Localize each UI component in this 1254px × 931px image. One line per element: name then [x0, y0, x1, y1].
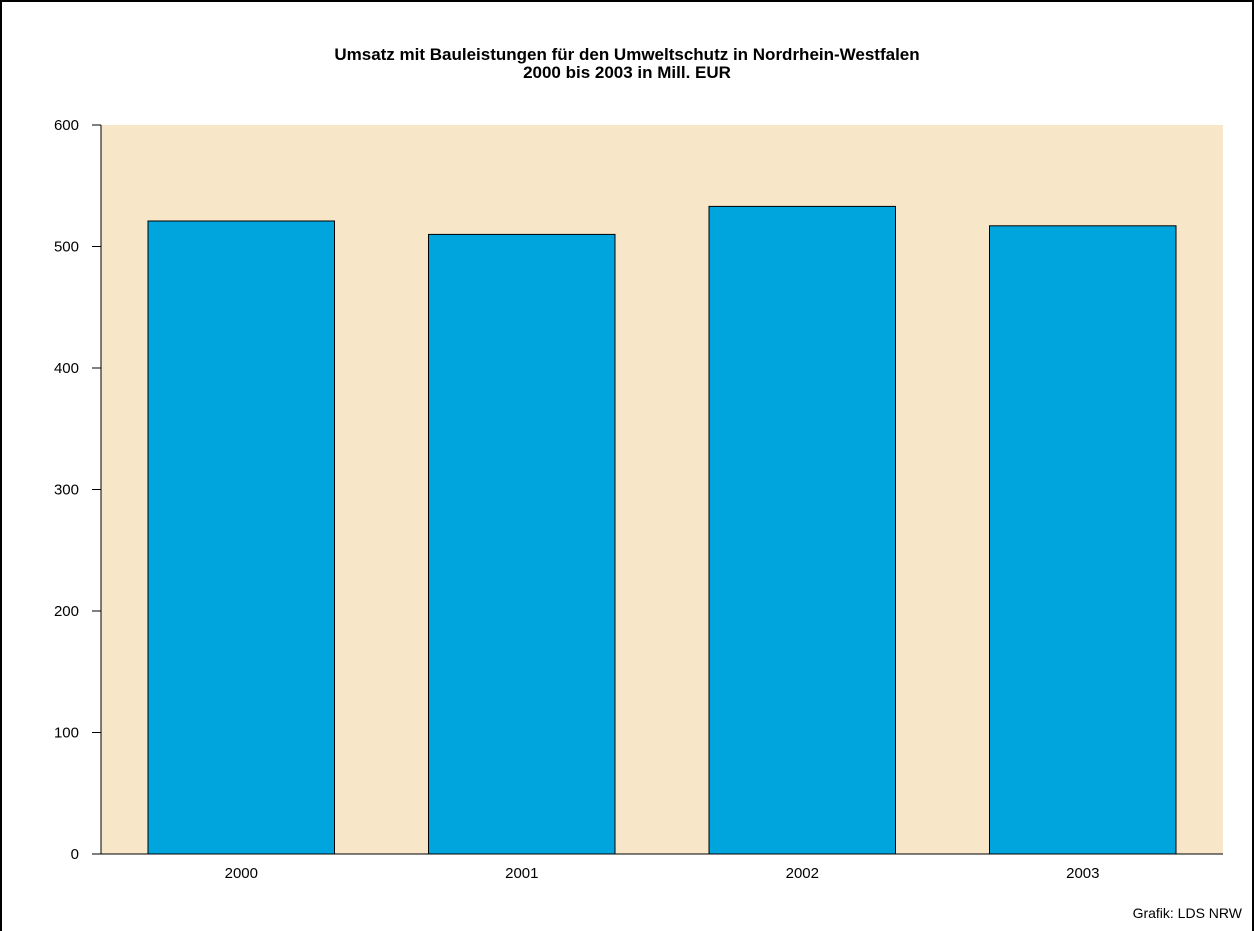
chart-subtitle: 2000 bis 2003 in Mill. EUR: [523, 63, 731, 82]
y-tick-label: 0: [71, 846, 79, 863]
x-tick-label: 2002: [786, 865, 819, 882]
bar-2000: [147, 220, 335, 855]
x-tick-label: 2000: [225, 865, 258, 882]
y-tick-label: 600: [54, 117, 79, 134]
bar-2001: [428, 233, 616, 855]
y-tick-label: 500: [54, 239, 79, 256]
source-credit: Grafik: LDS NRW: [1132, 905, 1242, 921]
y-tick-label: 200: [54, 603, 79, 620]
chart-title: Umsatz mit Bauleistungen für den Umwelts…: [334, 45, 920, 64]
y-tick-label: 300: [54, 482, 79, 499]
y-tick-label: 400: [54, 360, 79, 377]
x-tick-label: 2003: [1066, 865, 1099, 882]
bar-2003: [989, 225, 1177, 855]
bar-2002: [708, 205, 896, 855]
y-tick-label: 100: [54, 725, 79, 742]
x-tick-label: 2001: [505, 865, 538, 882]
